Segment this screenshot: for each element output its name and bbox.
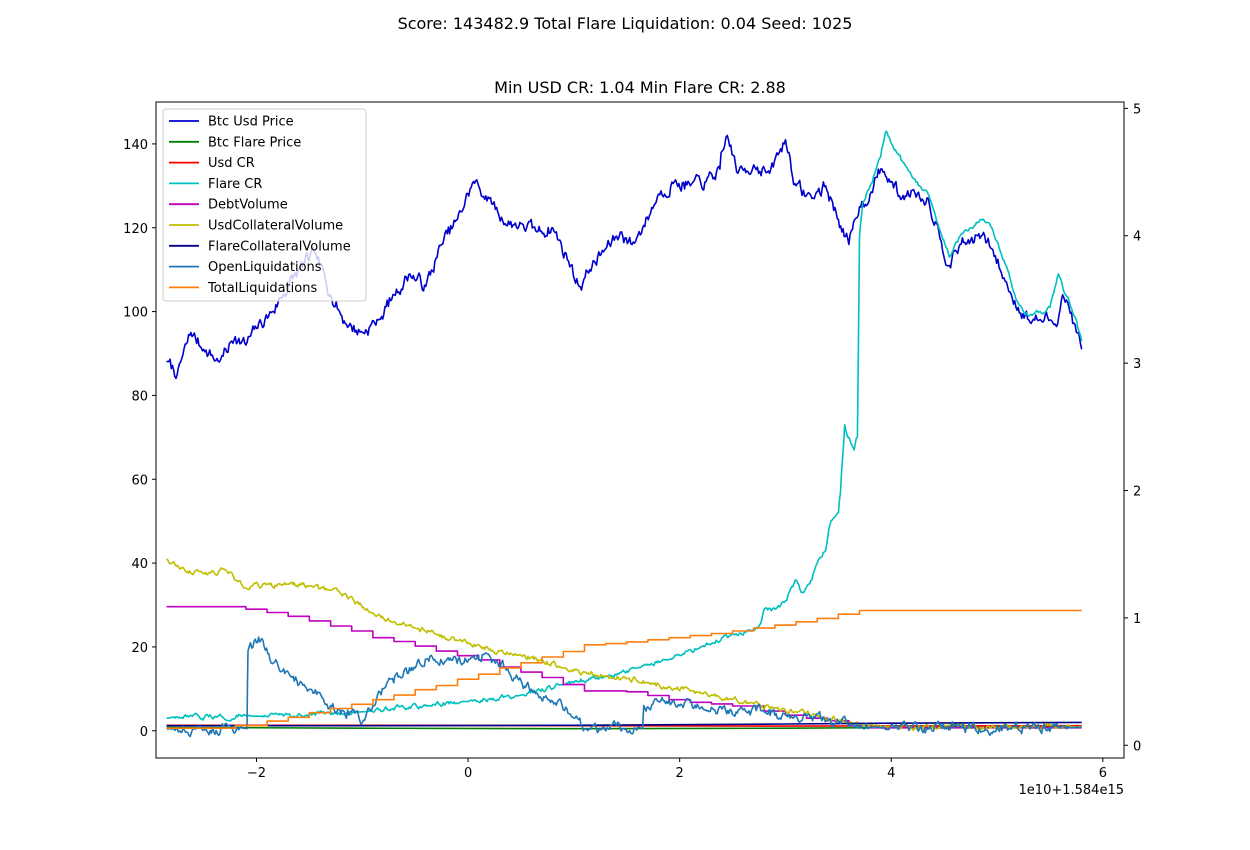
legend: Btc Usd Price Btc Flare Price Usd CR Flare … xyxy=(162,108,367,302)
y-axis-right: 0 1 2 3 4 5 xyxy=(1124,102,1141,754)
legend-label: Btc Flare Price xyxy=(208,135,301,150)
y-left-tick-label: 120 xyxy=(123,222,148,237)
figure-suptitle: Score: 143482.9 Total Flare Liquidation:… xyxy=(397,14,853,33)
x-tick-label: 2 xyxy=(676,766,684,781)
y-left-tick-label: 60 xyxy=(131,473,148,488)
y-left-tick-label: 40 xyxy=(131,557,148,572)
x-tick-label: −2 xyxy=(247,766,266,781)
y-right-tick-label: 2 xyxy=(1133,485,1141,500)
y-left-tick-label: 20 xyxy=(131,641,148,656)
y-left-tick-label: 100 xyxy=(123,306,148,321)
y-left-tick-label: 80 xyxy=(131,389,148,404)
series-line-openliquidations xyxy=(166,636,1082,738)
x-tick-label: 4 xyxy=(887,766,895,781)
legend-box xyxy=(162,108,367,302)
series-line-usdcollateralvolume xyxy=(166,558,1082,732)
y-left-tick-label: 0 xyxy=(140,725,148,740)
chart-title: Min USD CR: 1.04 Min Flare CR: 2.88 xyxy=(494,78,786,97)
series-line-totalliquidations xyxy=(166,609,1082,729)
series-layer xyxy=(166,130,1083,738)
legend-label: Usd CR xyxy=(208,156,255,171)
legend-label: Flare CR xyxy=(208,177,262,192)
legend-label: OpenLiquidations xyxy=(208,260,322,275)
series-line-flarecollateralvolume xyxy=(166,721,1082,727)
series-line-debtvolume xyxy=(166,605,1082,729)
y-left-tick-label: 140 xyxy=(123,138,148,153)
y-right-tick-label: 0 xyxy=(1133,739,1141,754)
x-axis: −2 0 2 4 6 xyxy=(247,758,1107,781)
y-axis-left: 0 20 40 60 80 100 120 140 xyxy=(123,138,156,740)
legend-label: FlareCollateralVolume xyxy=(208,239,351,254)
x-tick-label: 0 xyxy=(464,766,472,781)
x-axis-offset-label: 1e10+1.584e15 xyxy=(1019,783,1124,798)
x-tick-label: 6 xyxy=(1099,766,1107,781)
y-right-tick-label: 3 xyxy=(1133,357,1141,372)
legend-label: UsdCollateralVolume xyxy=(208,219,343,234)
legend-label: TotalLiquidations xyxy=(207,281,317,296)
y-right-tick-label: 1 xyxy=(1133,612,1141,627)
plot-frame xyxy=(155,101,1125,759)
legend-label: DebtVolume xyxy=(208,198,288,213)
y-right-tick-label: 4 xyxy=(1133,230,1141,245)
legend-label: Btc Usd Price xyxy=(208,115,294,130)
y-right-tick-label: 5 xyxy=(1133,102,1141,117)
